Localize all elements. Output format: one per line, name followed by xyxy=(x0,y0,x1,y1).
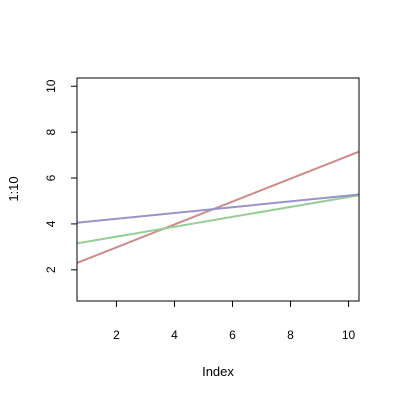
y-tick-label: 8 xyxy=(44,128,58,135)
y-axis: 2 4 6 8 10 xyxy=(44,79,77,273)
y-tick-label: 10 xyxy=(44,79,58,93)
x-tick-label: 8 xyxy=(287,328,294,342)
x-tick-label: 4 xyxy=(171,328,178,342)
x-tick-label: 6 xyxy=(229,328,236,342)
x-axis: 2 4 6 8 10 xyxy=(113,301,356,342)
series-lines xyxy=(76,150,360,264)
y-tick-label: 4 xyxy=(44,220,58,227)
x-tick-label: 10 xyxy=(342,328,356,342)
y-tick-label: 2 xyxy=(44,266,58,273)
series-line-2 xyxy=(76,194,360,245)
y-axis-title: 1:10 xyxy=(6,176,21,201)
y-tick-label: 6 xyxy=(44,174,58,181)
plot-frame xyxy=(76,77,360,302)
series-line-3 xyxy=(76,193,360,224)
x-axis-title: Index xyxy=(202,364,234,379)
series-line-1 xyxy=(76,150,360,264)
x-tick-label: 2 xyxy=(113,328,120,342)
